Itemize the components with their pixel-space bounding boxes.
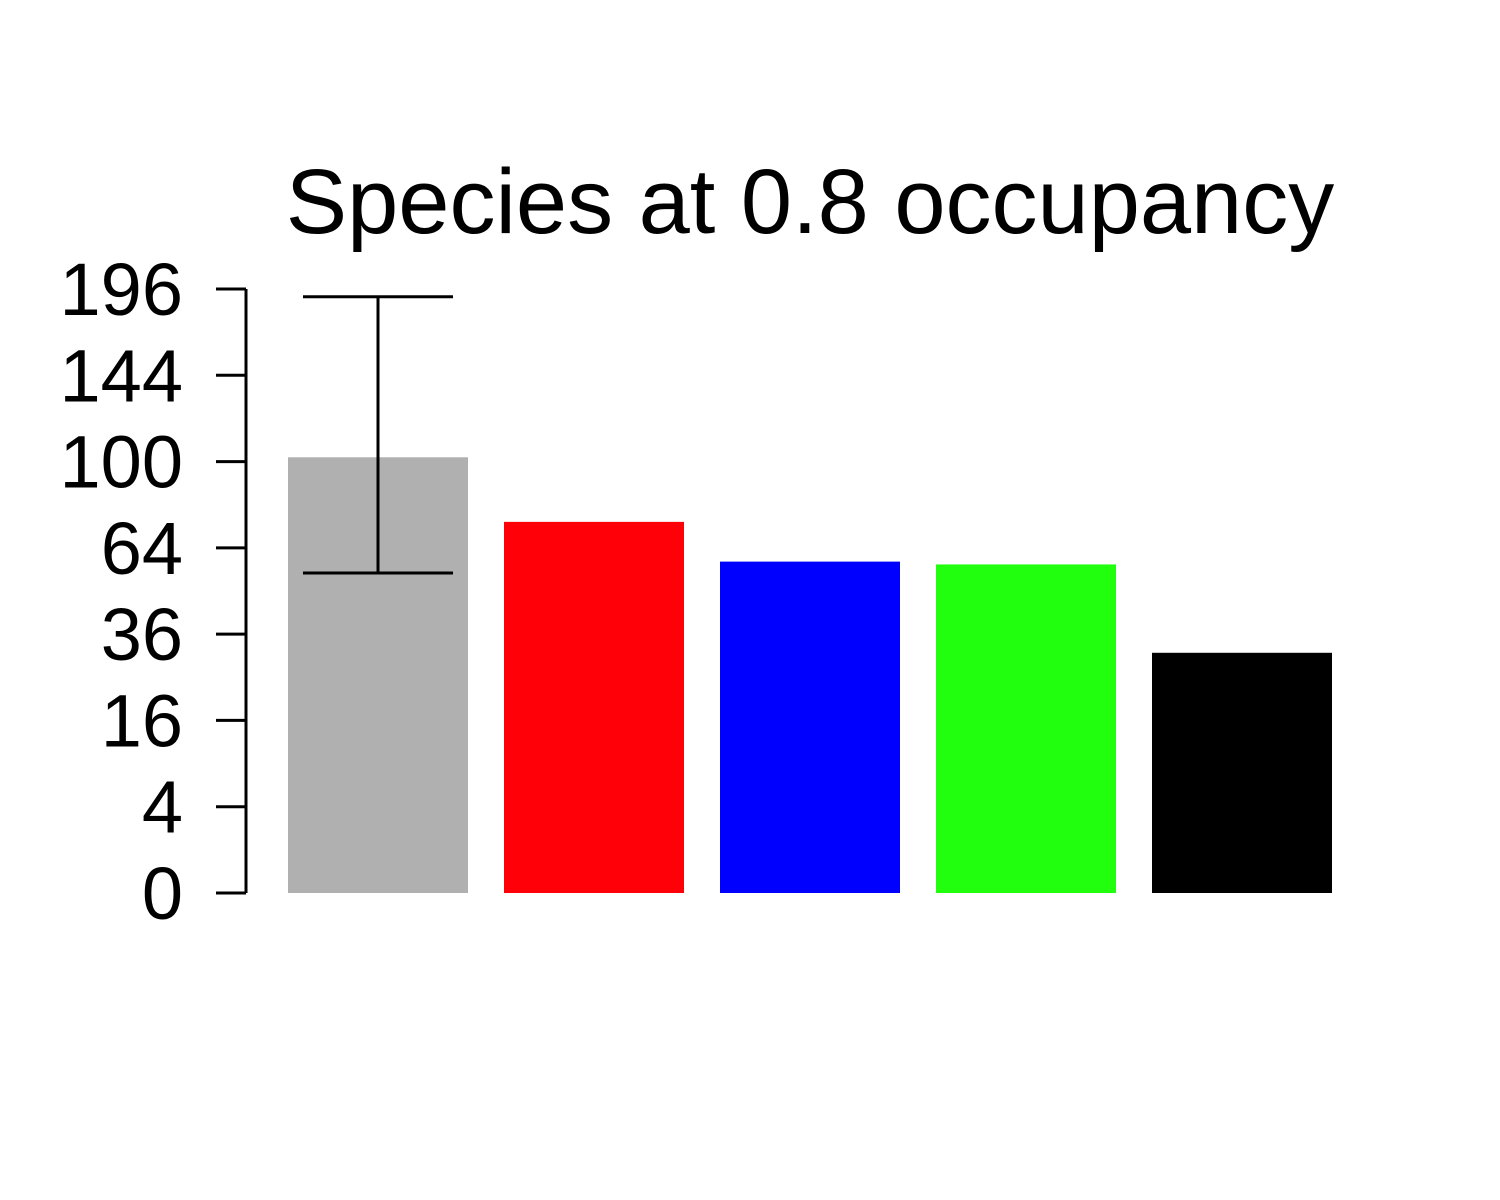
bars	[288, 457, 1332, 893]
y-tick-label: 16	[101, 679, 183, 762]
y-tick-label: 196	[60, 248, 183, 331]
chart-title: Species at 0.8 occupancy	[286, 151, 1334, 253]
bar	[1152, 652, 1332, 893]
y-tick-label: 64	[101, 507, 183, 590]
y-tick-label: 36	[101, 593, 183, 676]
bar	[720, 561, 900, 893]
y-tick-label: 4	[142, 766, 183, 849]
y-tick-label: 144	[60, 334, 183, 417]
bar	[936, 564, 1116, 893]
y-tick-label: 100	[60, 421, 183, 504]
y-tick-label: 0	[142, 852, 183, 935]
error-bars	[303, 295, 453, 575]
bar	[504, 521, 684, 893]
